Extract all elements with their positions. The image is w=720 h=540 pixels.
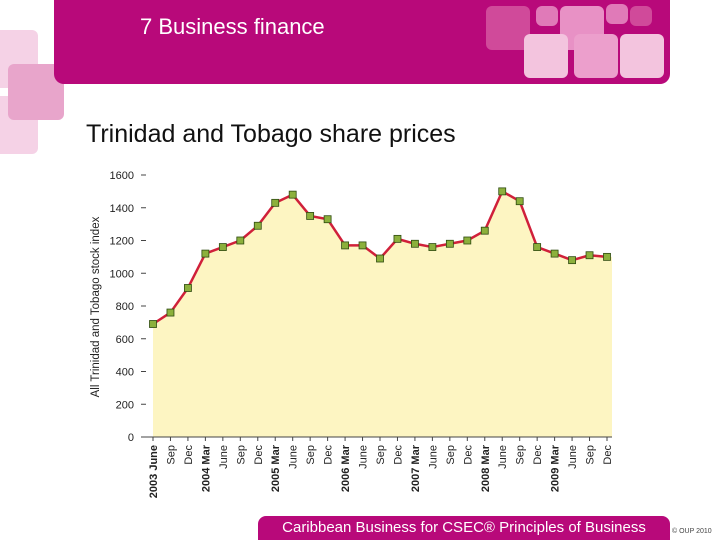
x-tick-label: June <box>497 445 509 469</box>
y-tick-label: 0 <box>128 432 134 444</box>
data-point <box>393 234 402 243</box>
data-point <box>568 256 576 265</box>
x-tick-label: Sep <box>165 445 177 465</box>
decorative-square <box>524 34 568 78</box>
footer-bar: Caribbean Business for CSEC® Principles … <box>258 516 670 540</box>
x-tick-label: Sep <box>585 445 597 465</box>
data-point <box>358 241 367 250</box>
data-point <box>480 226 489 235</box>
x-tick-label: Sep <box>445 445 457 465</box>
data-point <box>515 197 524 206</box>
data-point <box>445 239 454 248</box>
y-tick-label: 1600 <box>110 170 134 182</box>
x-tick-label: June <box>218 445 230 469</box>
data-point <box>533 243 542 251</box>
x-tick-label: Dec <box>323 445 335 465</box>
decorative-square <box>630 6 652 26</box>
data-point <box>253 221 262 230</box>
area-fill <box>153 191 612 437</box>
data-point <box>288 190 297 199</box>
y-tick-label: 200 <box>116 399 134 411</box>
data-point <box>271 198 280 207</box>
data-point <box>184 284 192 292</box>
x-tick-label: Sep <box>305 445 317 465</box>
decorative-square <box>536 6 558 26</box>
y-tick-label: 800 <box>116 301 134 313</box>
x-tick-label: Sep <box>375 445 387 465</box>
y-tick-label: 1200 <box>110 236 134 248</box>
data-point <box>166 308 175 317</box>
x-tick-label: 2006 Mar <box>340 444 352 492</box>
data-point <box>376 254 384 263</box>
y-axis-title: All Trinidad and Tobago stock index <box>90 216 102 397</box>
x-tick-label: Dec <box>532 445 544 465</box>
x-tick-label: Dec <box>392 445 404 465</box>
x-tick-label: Dec <box>462 445 474 465</box>
data-point <box>149 320 157 328</box>
x-tick-label: Sep <box>235 445 247 465</box>
x-tick-label: Dec <box>602 445 614 465</box>
decorative-square <box>486 6 530 50</box>
data-point <box>218 243 227 251</box>
decorative-square <box>574 34 618 78</box>
header-bar: 7 Business finance <box>54 0 670 84</box>
x-tick-label: 2009 Mar <box>550 444 562 492</box>
x-tick-label: 2004 Mar <box>200 444 212 492</box>
footer-text: Caribbean Business for CSEC® Principles … <box>282 519 646 536</box>
data-point <box>341 241 349 250</box>
data-point <box>550 249 559 258</box>
x-tick-label: 2005 Mar <box>270 444 282 492</box>
data-point <box>201 249 210 258</box>
data-point <box>411 239 419 248</box>
y-tick-label: 600 <box>116 334 134 346</box>
y-tick-label: 1400 <box>110 203 134 215</box>
x-tick-label: 2008 Mar <box>480 444 492 492</box>
x-tick-label: Sep <box>515 445 527 465</box>
data-point <box>236 236 245 245</box>
stock-index-chart: All Trinidad and Tobago stock index 0 200… <box>90 170 614 498</box>
slide-title: Trinidad and Tobago share prices <box>86 120 456 148</box>
y-tick-label: 1000 <box>110 268 134 280</box>
decorative-square <box>606 4 628 24</box>
x-tick-label: June <box>567 445 579 469</box>
data-point <box>603 252 611 261</box>
data-point <box>463 236 472 245</box>
x-tick-label: Dec <box>183 445 195 465</box>
y-tick-label: 400 <box>116 367 134 379</box>
data-point <box>428 243 437 251</box>
x-tick-label: Dec <box>253 445 265 465</box>
data-point <box>498 187 507 196</box>
x-tick-label: 2003 June <box>148 445 160 498</box>
data-point <box>585 251 594 260</box>
x-tick-label: June <box>427 445 439 469</box>
section-title: 7 Business finance <box>140 14 325 39</box>
copyright-text: © OUP 2010 <box>672 528 712 535</box>
x-tick-label: June <box>358 445 370 469</box>
x-tick-label: June <box>288 445 300 469</box>
x-tick-label: 2007 Mar <box>410 444 422 492</box>
data-point <box>323 215 332 224</box>
data-point <box>306 212 315 220</box>
decorative-square <box>620 34 664 78</box>
